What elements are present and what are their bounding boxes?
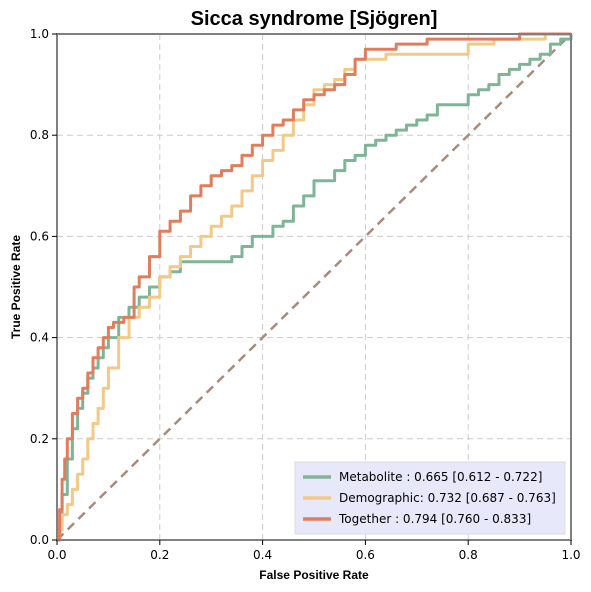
- y-axis-label: True Positive Rate: [9, 235, 23, 339]
- series-line-together: [57, 32, 571, 542]
- y-tick-label: 0.2: [30, 432, 49, 446]
- legend-label-demographic: Demographic: 0.732 [0.687 - 0.763]: [339, 491, 556, 505]
- series-line-demographic: [57, 32, 571, 542]
- y-tick-label: 0.8: [30, 128, 49, 142]
- chart-title: Sicca syndrome [Sjögren]: [191, 8, 438, 30]
- legend: Metabolite : 0.665 [0.612 - 0.722] Demogr…: [294, 461, 566, 535]
- x-tick-label: 0.8: [459, 548, 478, 562]
- grid: [57, 34, 571, 540]
- x-axis-label: False Positive Rate: [259, 568, 369, 582]
- legend-label-metabolite: Metabolite : 0.665 [0.612 - 0.722]: [339, 470, 542, 484]
- legend-label-together: Together : 0.794 [0.760 - 0.833]: [338, 512, 531, 526]
- x-tick-label: 0.6: [356, 548, 375, 562]
- plot-frame: [56, 33, 572, 541]
- y-tick-label: 1.0: [30, 27, 49, 41]
- y-tick-label: 0.0: [30, 533, 49, 547]
- series-line-metabolite: [57, 34, 573, 542]
- ticks: 0.0 0.2 0.4 0.6 0.8 1.0 0.0 0.2 0.4 0.6 0.8 1.0: [30, 27, 581, 562]
- y-tick-label: 0.4: [30, 331, 49, 345]
- x-tick-label: 0.4: [253, 548, 272, 562]
- x-tick-label: 1.0: [561, 548, 580, 562]
- x-tick-label: 0.0: [47, 548, 66, 562]
- plot-area: [56, 32, 573, 542]
- legend-box: [294, 461, 566, 535]
- y-tick-label: 0.6: [30, 229, 49, 243]
- chance-line: [56, 33, 572, 541]
- x-tick-label: 0.2: [150, 548, 169, 562]
